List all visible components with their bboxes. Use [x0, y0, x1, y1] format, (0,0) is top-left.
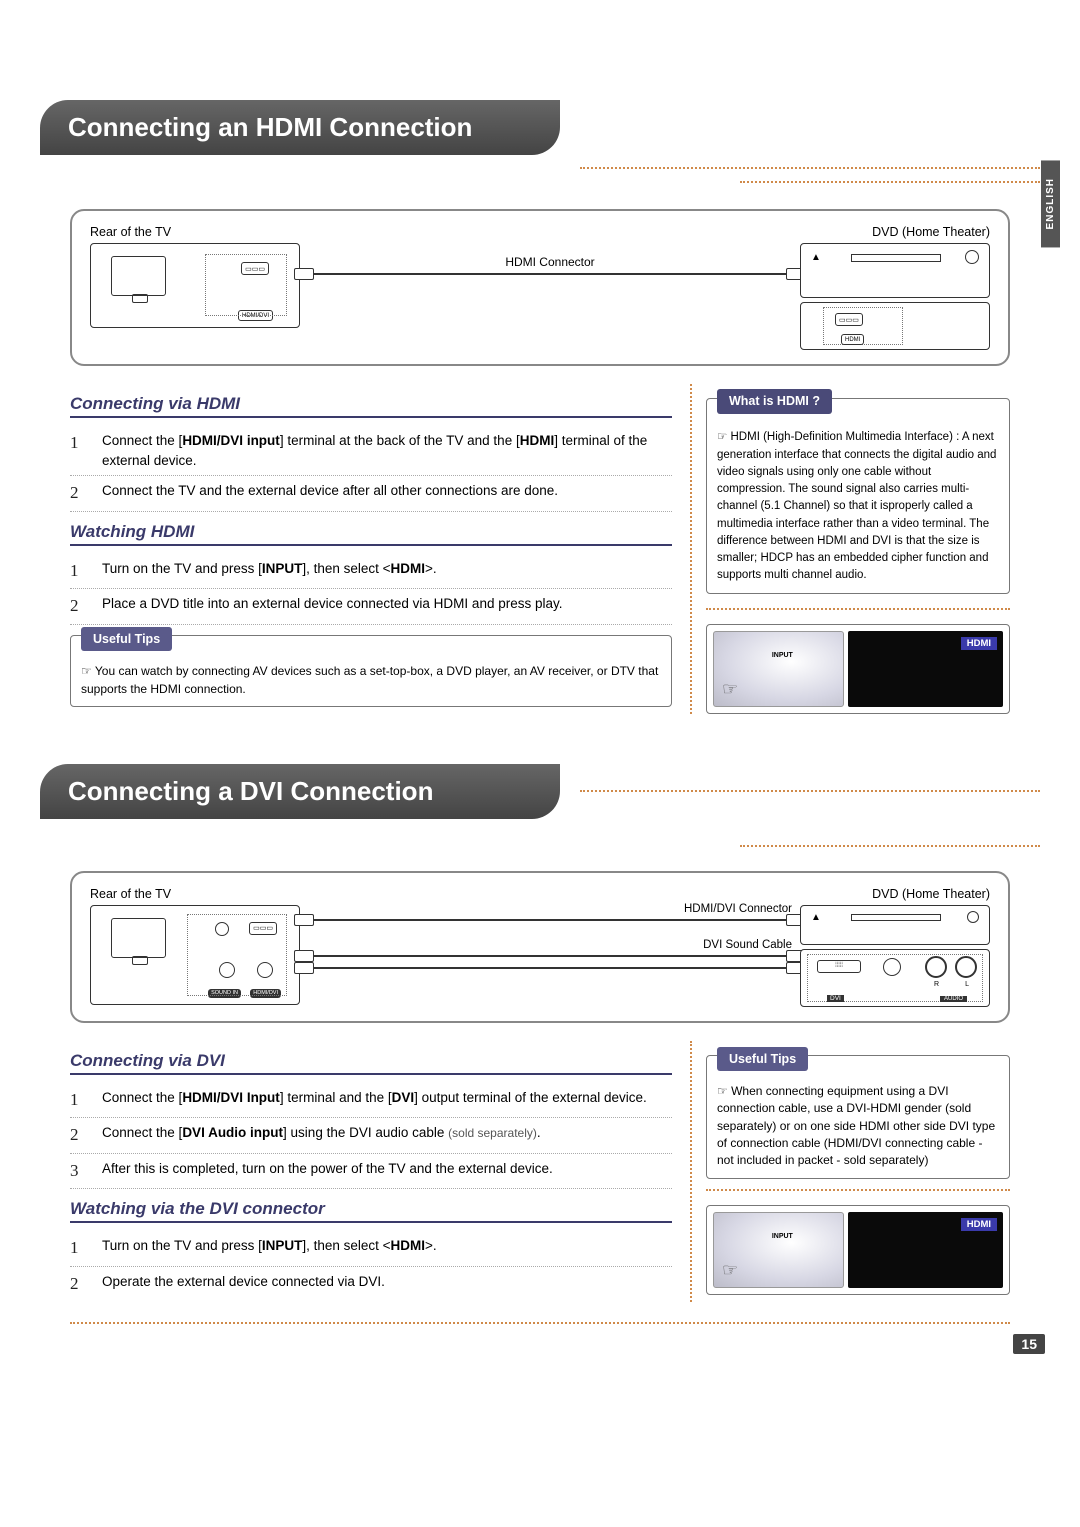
dvi-label: DVI — [827, 995, 844, 1002]
hand-icon: ☞ — [722, 1260, 738, 1281]
dvd-port-icon: ▭▭▭ — [835, 313, 863, 326]
watching-dvi-heading: Watching via the DVI connector — [70, 1199, 672, 1223]
dvi-left-col: Connecting via DVI 1 Connect the [HDMI/D… — [70, 1041, 672, 1302]
what-is-hdmi-box: What is HDMI ? ☞ HDMI (High-Definition M… — [706, 398, 1010, 594]
dvd-device: DVD (Home Theater) ▲ ▭▭▭ HDMI — [800, 225, 990, 350]
input-label: INPUT — [772, 1233, 793, 1240]
hdmi-tips-box: Useful Tips ☞ You can watch by connectin… — [70, 635, 672, 707]
watching-hdmi-heading: Watching HDMI — [70, 522, 672, 546]
step-number: 1 — [70, 1236, 90, 1261]
step: 1 Connect the [HDMI/DVI Input] terminal … — [70, 1083, 672, 1119]
connecting-hdmi-heading: Connecting via HDMI — [70, 394, 672, 418]
tips-body: ☞ When connecting equipment using a DVI … — [717, 1083, 999, 1170]
step-number: 1 — [70, 431, 90, 470]
step-text: Connect the TV and the external device a… — [102, 481, 558, 506]
step-number: 2 — [70, 594, 90, 619]
hdmi-left-col: Connecting via HDMI 1 Connect the [HDMI/… — [70, 384, 672, 714]
step: 2 Operate the external device connected … — [70, 1267, 672, 1302]
step-text: After this is completed, turn on the pow… — [102, 1159, 553, 1184]
dvi-screen-thumb: INPUT ☞ HDMI — [706, 1205, 1010, 1295]
step-number: 2 — [70, 1123, 90, 1148]
connecting-dvi-heading: Connecting via DVI — [70, 1051, 672, 1075]
dvi-port-icon: ⦙⦙⦙⦙⦙ — [817, 960, 861, 973]
step: 1 Turn on the TV and press [INPUT], then… — [70, 1231, 672, 1267]
step: 3 After this is completed, turn on the p… — [70, 1154, 672, 1190]
what-is-hdmi-badge: What is HDMI ? — [717, 389, 832, 414]
hdmi-cable: HDMI Connector — [300, 225, 800, 279]
hand-icon: ☞ — [722, 679, 738, 700]
input-label: INPUT — [772, 652, 793, 659]
step-text: Connect the [HDMI/DVI Input] terminal an… — [102, 1088, 647, 1113]
hdmi-right-col: What is HDMI ? ☞ HDMI (High-Definition M… — [690, 384, 1010, 714]
tv-label: Rear of the TV — [90, 887, 300, 901]
useful-tips-badge: Useful Tips — [81, 627, 172, 651]
step-text: Turn on the TV and press [INPUT], then s… — [102, 559, 437, 584]
step-text: Operate the external device connected vi… — [102, 1272, 385, 1297]
step-number: 2 — [70, 481, 90, 506]
dvd-device: DVD (Home Theater) ▲ ⦙⦙⦙⦙⦙ — [800, 887, 990, 1007]
tv-device: Rear of the TV ▭▭▭ HDMI/DVI — [90, 225, 300, 328]
audio-label: AUDIO — [940, 996, 967, 1002]
dvd-label: DVD (Home Theater) — [800, 225, 990, 239]
step: 1 Turn on the TV and press [INPUT], then… — [70, 554, 672, 590]
tv-label: Rear of the TV — [90, 225, 300, 239]
tv-device: Rear of the TV ▭▭▭ SOUND IN HDMI/DVI — [90, 887, 300, 1005]
hdmi-tag: HDMI — [961, 1218, 997, 1231]
step-text: Connect the [HDMI/DVI input] terminal at… — [102, 431, 672, 470]
page-number: 15 — [1013, 1334, 1045, 1354]
dvi-right-col: Useful Tips ☞ When connecting equipment … — [690, 1041, 1010, 1302]
r-label: R — [934, 981, 939, 988]
l-label: L — [965, 981, 969, 988]
step: 1 Connect the [HDMI/DVI input] terminal … — [70, 426, 672, 476]
step-number: 1 — [70, 1088, 90, 1113]
cable-label: HDMI Connector — [308, 255, 792, 269]
step-number: 3 — [70, 1159, 90, 1184]
section-title-hdmi: Connecting an HDMI Connection — [40, 100, 560, 155]
useful-tips-badge: Useful Tips — [717, 1047, 808, 1071]
step: 2 Place a DVD title into an external dev… — [70, 589, 672, 625]
tips-body: ☞ You can watch by connecting AV devices… — [81, 663, 661, 698]
section-hdmi: Connecting an HDMI Connection Rear of th… — [40, 100, 1040, 714]
step-number: 1 — [70, 559, 90, 584]
step-number: 2 — [70, 1272, 90, 1297]
step-text: Turn on the TV and press [INPUT], then s… — [102, 1236, 437, 1261]
step-text: Place a DVD title into an external devic… — [102, 594, 562, 619]
dvi-diagram: Rear of the TV ▭▭▭ SOUND IN HDMI/DVI — [70, 871, 1010, 1023]
step-text: Connect the [DVI Audio input] using the … — [102, 1123, 541, 1148]
dvi-cables: HDMI/DVI Connector DVI Sound Cable — [300, 887, 800, 973]
section-dvi: Connecting a DVI Connection Rear of the … — [40, 764, 1040, 1324]
hdmi-diagram: Rear of the TV ▭▭▭ HDMI/DVI HDMI Connect… — [70, 209, 1010, 366]
page: ENGLISH Connecting an HDMI Connection Re… — [40, 100, 1040, 1324]
hdmi-tag: HDMI — [961, 637, 997, 650]
what-is-hdmi-body: ☞ HDMI (High-Definition Multimedia Inter… — [717, 429, 999, 584]
cable2-label: DVI Sound Cable — [308, 939, 792, 951]
step: 2 Connect the [DVI Audio input] using th… — [70, 1118, 672, 1154]
dvd-port-label: HDMI — [841, 334, 864, 345]
section-title-dvi: Connecting a DVI Connection — [40, 764, 560, 819]
step: 2 Connect the TV and the external device… — [70, 476, 672, 512]
dvd-label: DVD (Home Theater) — [800, 887, 990, 901]
hdmi-screen-thumb: INPUT ☞ HDMI — [706, 624, 1010, 714]
language-tab: ENGLISH — [1041, 160, 1060, 247]
cable1-label: HDMI/DVI Connector — [308, 903, 792, 915]
dvi-tips-box: Useful Tips ☞ When connecting equipment … — [706, 1055, 1010, 1179]
